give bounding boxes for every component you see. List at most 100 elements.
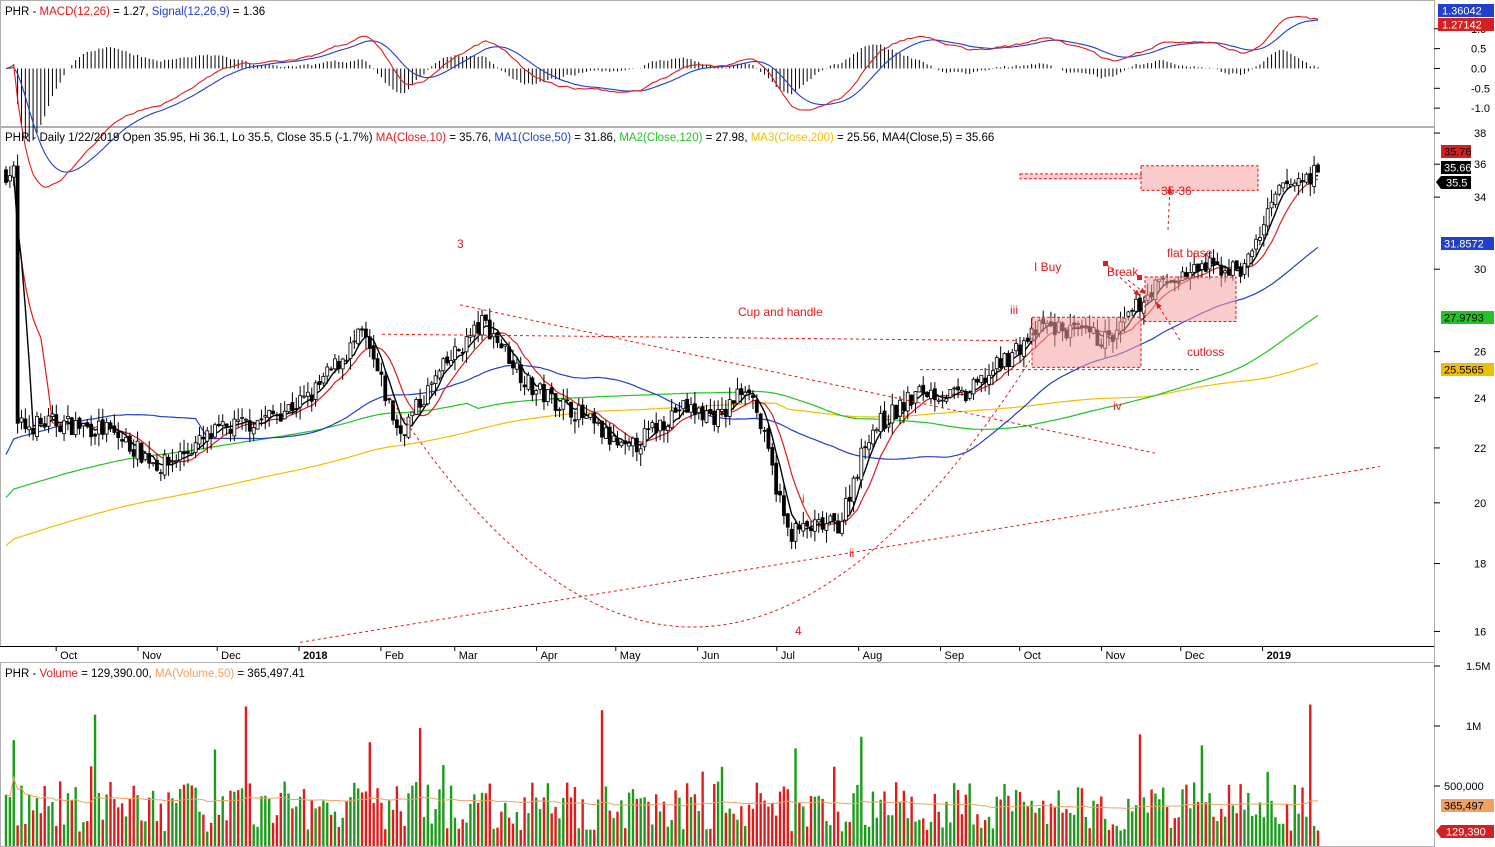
volume-bar: [1034, 812, 1037, 846]
wave-label-iii: iii: [1010, 303, 1018, 317]
volume-bar: [163, 831, 166, 846]
candle-body: [364, 328, 368, 338]
volume-bar: [1305, 816, 1308, 846]
cutloss-arrow-shaft: [1155, 301, 1181, 341]
candle-body: [673, 407, 678, 413]
volume-bar: [151, 790, 155, 846]
price-header: PHR - Daily 1/22/2019 Open 35.95, Hi 36.…: [5, 132, 994, 144]
candle-body: [371, 345, 376, 360]
candle-body: [81, 423, 86, 427]
candle-body: [681, 400, 686, 410]
candle-body: [437, 370, 442, 379]
volume-bar: [295, 806, 298, 846]
volume-bar: [461, 819, 464, 846]
month-label: Feb: [385, 650, 404, 662]
svg-text:35.66: 35.66: [1444, 163, 1472, 175]
candle-body: [588, 413, 593, 418]
candle-body: [453, 346, 457, 360]
macd-histogram: [5, 15, 1319, 188]
candle-body: [414, 399, 419, 415]
volume-bar: [1103, 818, 1107, 846]
volume-bar: [1173, 818, 1177, 846]
volume-bar: [206, 831, 209, 846]
candle-body: [847, 496, 852, 502]
volume-bar: [778, 791, 782, 846]
volume-bar: [1258, 802, 1262, 846]
candle-body: [952, 387, 957, 390]
candle-body: [54, 414, 59, 427]
candle-body: [611, 435, 616, 442]
volume-bar: [426, 784, 430, 846]
volume-bar: [349, 797, 352, 846]
volume-bar: [1216, 821, 1219, 846]
volume-bar: [1092, 800, 1095, 846]
volume-bar: [109, 781, 112, 846]
candle-body: [596, 421, 601, 424]
svg-text:1.27142: 1.27142: [1442, 20, 1482, 32]
volume-bar: [898, 801, 902, 846]
candle-body: [727, 399, 732, 417]
candle-body: [1138, 297, 1142, 312]
i-buy-arrow: [1106, 264, 1141, 297]
candle-body: [936, 399, 941, 402]
candle-body: [69, 417, 74, 436]
volume-tick-label: 1.5M: [1466, 661, 1490, 673]
flat-base-box: [1144, 276, 1237, 322]
volume-bar: [836, 811, 840, 846]
candle-body: [1289, 184, 1293, 187]
volume-bar: [910, 796, 913, 846]
candle-body: [35, 416, 39, 437]
volume-bar: [140, 820, 143, 846]
volume-bar: [55, 826, 58, 846]
volume-bar: [391, 809, 395, 846]
volume-bar: [186, 783, 190, 846]
volume-bar: [364, 791, 368, 846]
candle-body: [100, 419, 105, 435]
volume-bar: [1165, 807, 1169, 846]
candle-body: [340, 358, 345, 370]
volume-bar: [356, 788, 360, 846]
volume-bar: [682, 829, 685, 846]
volume-bar: [589, 829, 592, 846]
candle-body: [542, 384, 546, 403]
candle-body: [758, 413, 763, 430]
candle-body: [913, 391, 918, 404]
volume-bar: [960, 814, 964, 846]
candle-body: [762, 429, 767, 432]
candle-body: [495, 332, 500, 344]
volume-bar: [233, 791, 236, 846]
i-buy-label: I Buy: [1034, 260, 1061, 274]
candle-body: [712, 410, 717, 425]
volume-bar: [1142, 797, 1146, 846]
volume-bar: [136, 795, 139, 846]
volume-bar: [1251, 816, 1254, 846]
volume-bar: [929, 821, 933, 846]
candle-body: [940, 399, 945, 402]
candle-body: [743, 391, 748, 396]
volume-bar: [805, 826, 809, 846]
volume-bar: [113, 799, 116, 846]
candle-body: [429, 382, 434, 385]
candle-body: [135, 440, 140, 460]
volume-bar: [987, 816, 991, 846]
cutloss-arrow: [1155, 301, 1181, 341]
downtrend-line: [459, 304, 1156, 454]
candle-body: [294, 408, 299, 410]
volume-bar: [1150, 789, 1153, 846]
candle-body: [530, 377, 535, 396]
volume-bar: [1196, 801, 1200, 846]
volume-bar: [287, 793, 290, 846]
volume-bar: [604, 786, 608, 846]
volume-bar: [1270, 800, 1273, 846]
volume-bar: [225, 820, 228, 846]
volume-bar: [376, 788, 379, 846]
volume-bar: [666, 826, 670, 846]
volume-bar: [658, 811, 662, 846]
i-buy-arrow-shaft: [1106, 264, 1141, 297]
candle-body: [216, 423, 221, 427]
volume-bar: [488, 783, 491, 846]
candle-body: [538, 383, 542, 390]
candle-body: [685, 398, 690, 413]
macd-value-tag: 1.27142: [1438, 18, 1494, 32]
candle-body: [1246, 253, 1251, 267]
